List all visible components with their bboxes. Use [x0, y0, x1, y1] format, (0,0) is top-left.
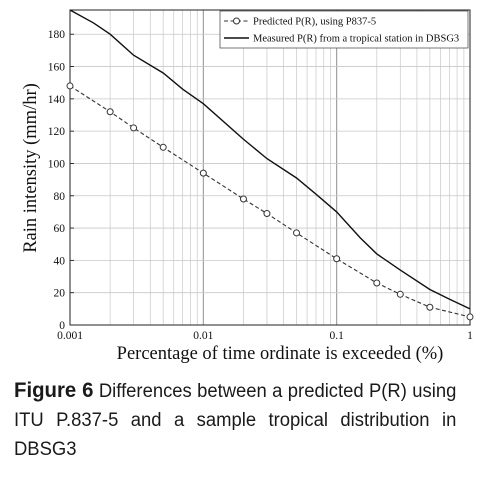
data-point-predicted: [159, 143, 167, 151]
axis-ticks: 0 20 40 60 80 100 120 140 160 180 0.001 0.01 0.1 1: [48, 29, 473, 342]
series-layer: [66, 9, 474, 321]
y-tick-label: 180: [48, 29, 66, 41]
y-tick-label: 0: [59, 320, 65, 332]
data-point-predicted: [130, 124, 138, 132]
x-tick-label: 0.01: [193, 330, 213, 342]
y-tick-label: 20: [54, 288, 66, 300]
rain-intensity-chart: 0 20 40 60 80 100 120 140 160 180 0.001 0.01 0.1 1 Pr…: [21, 9, 474, 364]
legend-label-measured: Measured P(R) from a tropical station in…: [253, 34, 459, 45]
y-tick-label: 160: [48, 62, 66, 74]
chart-grid: [69, 10, 471, 326]
plot-frame: [69, 9, 471, 326]
caption-text: Differences between a predicted P(R) usi…: [14, 381, 457, 460]
chart-legend: Predicted P(R), using P837-5 Measured P(…: [219, 10, 469, 49]
x-axis-label: Percentage of time ordinate is exceeded …: [117, 344, 444, 364]
data-point-predicted: [199, 169, 207, 177]
figure-caption: Figure 6 Differences between a predicted…: [14, 376, 456, 464]
series-line-predicted: [69, 85, 471, 318]
y-tick-label: 100: [48, 158, 66, 170]
data-point-predicted: [466, 313, 474, 321]
data-point-predicted: [239, 195, 247, 203]
x-tick-label: 0.1: [329, 330, 344, 342]
data-point-predicted: [106, 108, 114, 116]
data-point-predicted: [396, 290, 404, 298]
y-axis-label: Rain intensity (mm/hr): [21, 83, 41, 253]
y-tick-label: 40: [54, 255, 66, 267]
x-tick-label: 1: [467, 330, 473, 342]
data-point-predicted: [426, 303, 434, 311]
caption-label: Figure 6: [14, 379, 94, 402]
legend-marker-predicted: [233, 17, 240, 25]
legend-label-predicted: Predicted P(R), using P837-5: [253, 17, 376, 28]
y-tick-label: 140: [48, 94, 66, 106]
y-tick-label: 120: [48, 126, 66, 138]
y-tick-label: 80: [54, 191, 66, 203]
data-point-predicted: [263, 210, 271, 218]
x-tick-label: 0.001: [57, 330, 83, 342]
data-point-predicted: [333, 255, 341, 263]
legend-box: [219, 10, 469, 49]
data-point-predicted: [66, 82, 74, 90]
series-line-measured: [69, 9, 471, 310]
data-point-predicted: [373, 279, 381, 287]
data-point-predicted: [293, 229, 301, 237]
y-tick-label: 60: [54, 223, 66, 235]
